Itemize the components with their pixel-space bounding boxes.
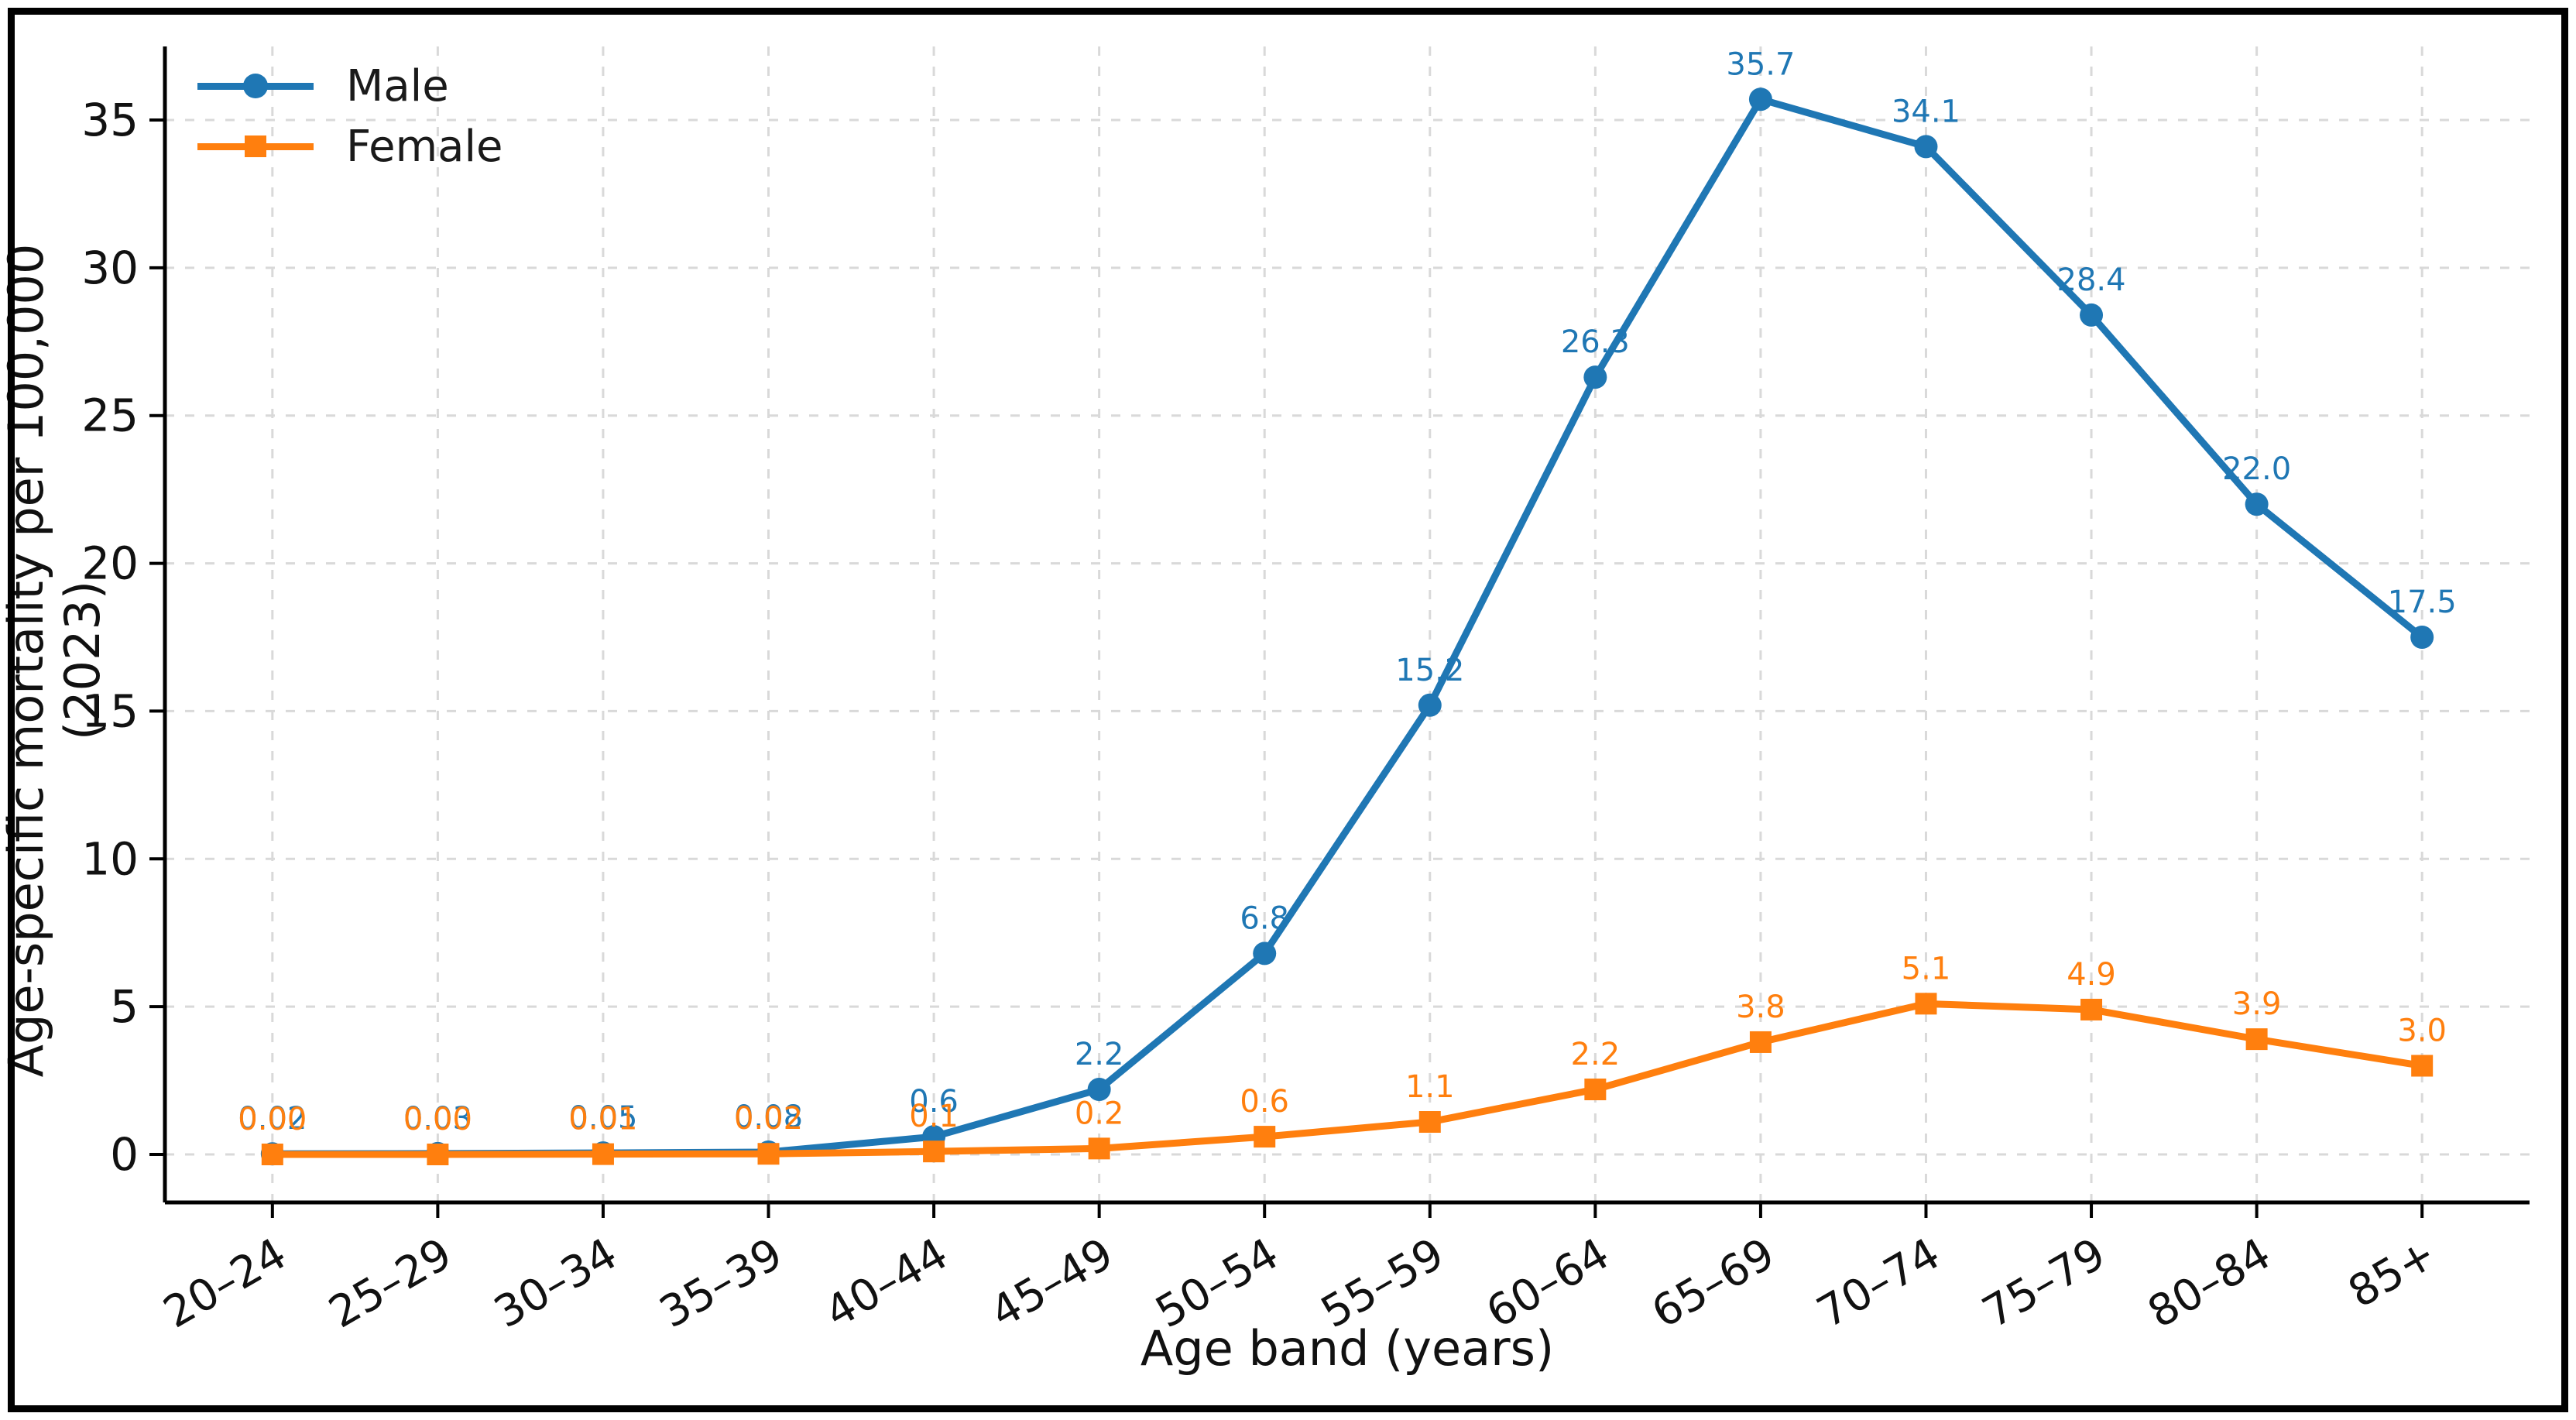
female-point-label: 0.1 [909,1099,959,1134]
male-point-label: 26.3 [1561,324,1630,360]
female-point-label: 3.0 [2397,1013,2447,1048]
female-data-point [1088,1137,1110,1160]
female-point-label: 0.02 [734,1101,803,1137]
female-data-point [261,1144,283,1165]
female-line-marker-swatch [197,131,314,162]
y-tick-label: 5 [110,980,139,1033]
male-data-point [1087,1078,1111,1102]
male-point-label: 35.7 [1726,46,1795,82]
male-point-label: 0.08 [734,1099,803,1135]
x-tick-label: 85+ [2340,1229,2444,1318]
female-point-label: 0.00 [403,1102,472,1137]
male-point-label: 0.03 [403,1101,472,1137]
y-tick-label: 25 [81,389,139,442]
legend-label-female: Female [346,121,503,172]
y-tick-label: 35 [81,94,139,146]
legend: Male Female [197,56,503,177]
female-point-label: 4.9 [2067,957,2116,993]
male-circle-marker-icon [243,74,268,98]
male-point-label: 6.8 [1240,900,1289,936]
female-series-line [272,1000,2423,1158]
male-point-label: 2.2 [1075,1037,1124,1072]
legend-item-female: Female [197,116,503,177]
male-point-label: 0.05 [568,1100,637,1136]
male-series-line [272,95,2425,1158]
male-point-label: 28.4 [2057,262,2126,298]
x-axis-label: Age band (years) [1140,1320,1555,1377]
male-data-point [2410,626,2434,649]
female-point-label: 3.9 [2232,986,2282,1022]
male-point-label: 0.6 [909,1084,959,1120]
y-tick-label: 15 [81,684,139,737]
male-data-point [1914,135,1938,159]
female-point-label: 3.8 [1736,990,1785,1025]
legend-label-male: Male [346,60,449,111]
female-data-point [2411,1055,2434,1077]
female-data-point [2080,998,2103,1020]
female-data-point [427,1144,449,1165]
female-data-point [1915,993,1937,1015]
female-point-label: 5.1 [1902,951,1951,986]
male-data-point [2245,492,2269,516]
female-data-point [1254,1126,1276,1148]
male-data-point [2080,303,2104,327]
male-point-label: 22.0 [2222,451,2291,487]
male-data-point [1418,693,1442,717]
female-square-marker-icon [245,135,266,157]
male-point-label: 0.02 [238,1101,307,1137]
female-point-label: 0.2 [1075,1096,1124,1131]
y-tick-label: 20 [81,537,139,590]
female-data-point [1418,1111,1441,1134]
y-axis-label: Age-specific mortality per 100,000 (2023… [0,243,111,1078]
female-data-point [923,1140,945,1163]
female-data-point [757,1143,780,1165]
female-data-point [2245,1028,2268,1051]
female-data-point [1584,1079,1607,1101]
female-data-point [592,1143,614,1165]
y-tick-label: 10 [81,832,139,885]
male-point-label: 34.1 [1892,94,1960,129]
female-data-point [1749,1031,1772,1053]
y-tick-label: 30 [81,242,139,294]
female-point-label: 0.00 [238,1102,307,1137]
legend-item-male: Male [197,56,503,116]
male-data-point [1253,942,1277,966]
male-point-label: 15.2 [1395,653,1464,688]
male-line-marker-swatch [197,70,314,101]
male-data-point [1583,365,1607,389]
female-point-label: 2.2 [1571,1037,1621,1072]
male-point-label: 17.5 [2388,585,2457,620]
y-tick-label: 0 [110,1128,139,1181]
female-point-label: 0.01 [568,1102,637,1137]
male-data-point [1748,87,1772,111]
female-point-label: 0.6 [1240,1084,1289,1120]
female-point-label: 1.1 [1405,1069,1455,1105]
